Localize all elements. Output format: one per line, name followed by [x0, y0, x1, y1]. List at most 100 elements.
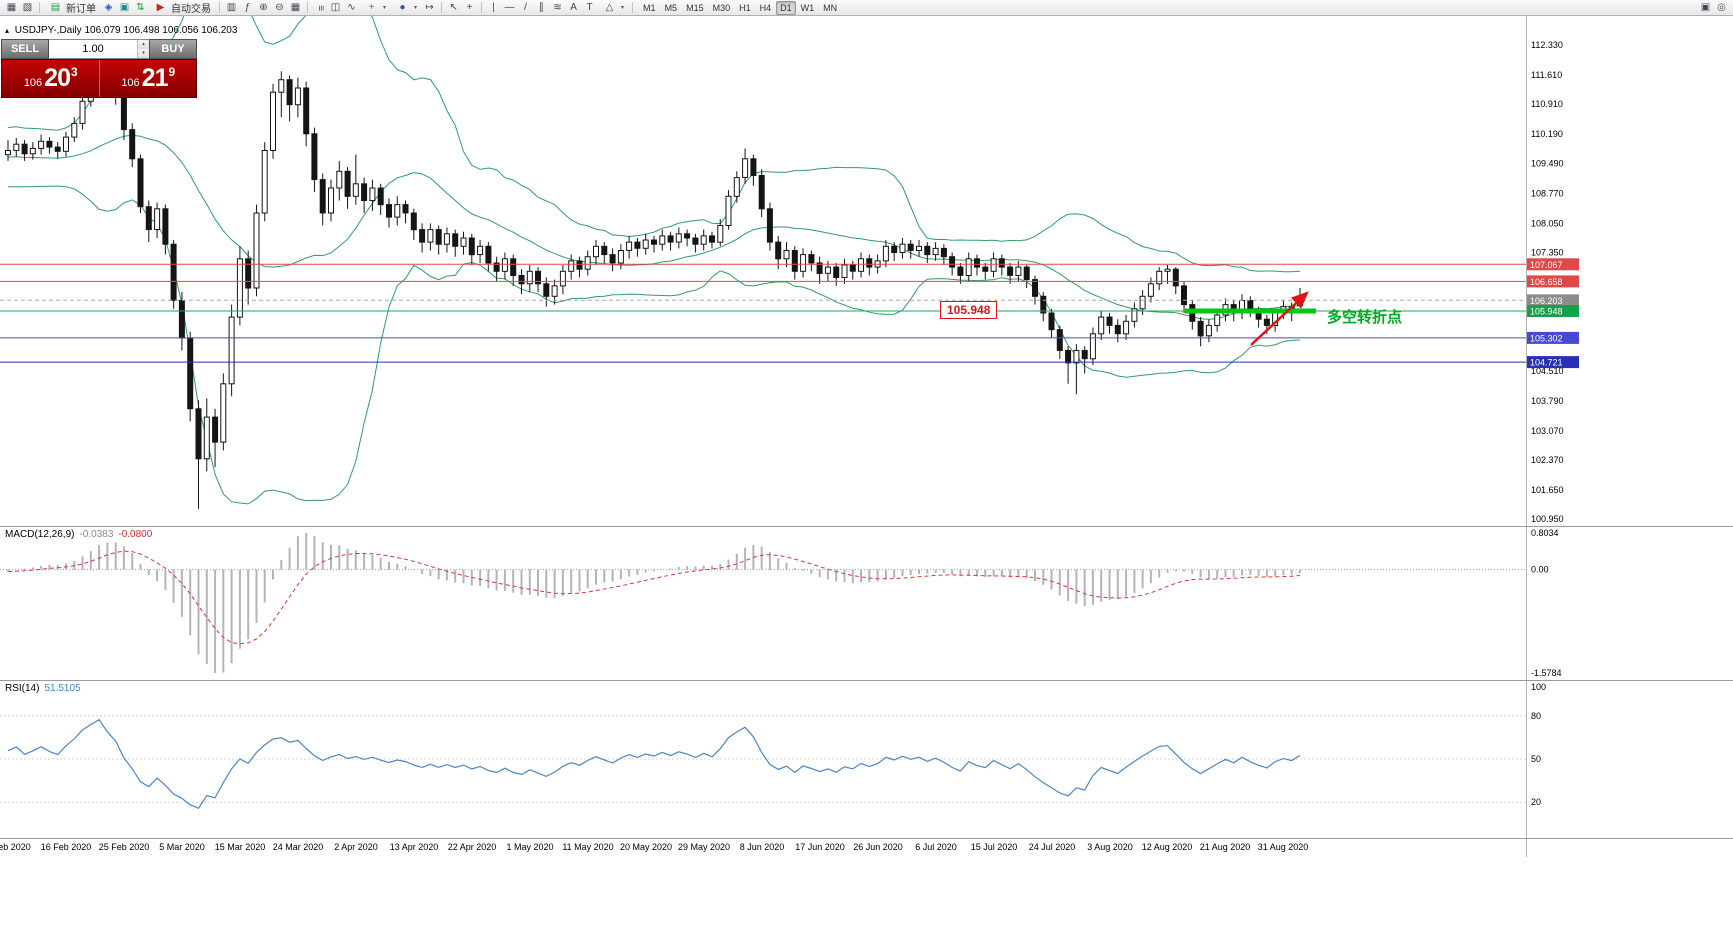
date-label: 17 Jun 2020 [795, 842, 845, 852]
price-tick: 109.490 [1531, 158, 1564, 168]
candlestick-type-icon[interactable]: ◫ [330, 1, 341, 13]
date-label: 29 May 2020 [677, 842, 731, 852]
panel-separator[interactable] [0, 526, 1733, 527]
rsi-name: RSI(14) [5, 683, 40, 694]
turning-point-annotation[interactable]: 多空转折点 [1327, 309, 1403, 326]
rsi-line [7, 718, 1301, 809]
refresh-icon[interactable]: ⇅ [136, 1, 145, 13]
print-icon[interactable]: ▣ [1700, 1, 1711, 13]
timeframe-button-W1[interactable]: W1 [800, 2, 815, 13]
toolbar-separator [219, 2, 220, 13]
chart-ohlc-values: 106.079 106.498 106.056 106.203 [84, 25, 238, 36]
date-label: 26 Jun 2020 [853, 842, 903, 852]
price-tag-label: 106.203 [1530, 296, 1563, 306]
data-window-icon[interactable]: ▥ [226, 1, 237, 13]
price-tick: 112.330 [1531, 40, 1563, 50]
macd-panel-canvas[interactable]: 0.8034 0.00 -1.5784 [0, 527, 1733, 679]
date-label: 15 Jul 2020 [970, 842, 1018, 852]
zoom-in-icon[interactable]: ⊕ [259, 1, 268, 13]
chart-window[interactable]: 112.330 111.610 110.910 110.190 109.490 108.7… [0, 16, 1733, 945]
new-order-icon: ▤ [50, 1, 61, 13]
price-tag-label: 107.067 [1530, 260, 1563, 270]
rsi-value: 51.5105 [44, 683, 81, 694]
timeframe-button-H4[interactable]: H4 [759, 2, 772, 13]
stepper-down-icon[interactable]: ▾ [138, 49, 149, 58]
text-tool-icon[interactable]: A [570, 1, 577, 13]
sell-price-button[interactable]: 106 20 3 [2, 60, 99, 97]
search-icon[interactable]: ◎ [1717, 1, 1726, 13]
price-tick: 108.050 [1531, 218, 1564, 228]
price-callout-label[interactable]: 105.948 [940, 301, 998, 319]
vertical-line-tool-icon[interactable]: | [492, 1, 495, 13]
timeframe-button-M1[interactable]: M1 [643, 2, 656, 13]
panel-separator[interactable] [0, 838, 1733, 839]
price-tag [1527, 356, 1579, 369]
volume-input[interactable]: 1.00 ▴ ▾ [49, 39, 149, 59]
volume-stepper[interactable]: ▴ ▾ [137, 40, 149, 58]
chart-symbol-period: USDJPY-,Daily [14, 25, 82, 36]
tile-windows-icon[interactable]: ▦ [290, 1, 301, 13]
navigator-icon[interactable]: ◈ [104, 1, 113, 13]
cursor-tool-icon[interactable]: ↖ [449, 1, 458, 13]
price-tag [1527, 294, 1579, 307]
macd-histogram [7, 533, 1301, 673]
trendline-tool-icon[interactable]: / [524, 1, 527, 13]
date-label: 25 Feb 2020 [98, 842, 150, 852]
date-label: 12 Aug 2020 [1141, 842, 1193, 852]
volume-value[interactable]: 1.00 [82, 43, 104, 55]
indicator-list-icon[interactable]: ƒ [244, 1, 251, 13]
sell-button[interactable]: SELL [1, 39, 49, 59]
zoom-out-icon[interactable]: ⊖ [275, 1, 284, 13]
date-label: 6 Jul 2020 [915, 842, 957, 852]
new-order-button[interactable]: ▤ 新订单 [44, 1, 100, 15]
terminal-icon[interactable]: ▣ [119, 1, 130, 13]
date-axis[interactable]: 5 Feb 2020 16 Feb 2020 25 Feb 2020 5 Mar 20… [0, 839, 1733, 859]
chevron-down-icon: ▾ [383, 5, 387, 11]
add-indicator-button[interactable]: + ▾ [360, 1, 390, 14]
price-tag-label: 105.948 [1530, 307, 1563, 317]
stepper-up-icon[interactable]: ▴ [138, 40, 149, 49]
chart-shift-icon[interactable]: ↦ [425, 1, 434, 13]
macd-signal-line [7, 550, 1301, 645]
date-label: 20 May 2020 [619, 842, 673, 852]
toolbar-separator [632, 2, 634, 13]
horizontal-line-tool-icon[interactable]: — [504, 1, 515, 13]
candlesticks [5, 58, 1303, 509]
buy-button[interactable]: BUY [149, 39, 197, 59]
profiles-icon[interactable]: ▧ [22, 1, 33, 13]
crosshair-tool-icon[interactable]: + [466, 1, 473, 13]
autotrading-button[interactable]: ▶ 自动交易 [149, 1, 215, 15]
main-chart-canvas[interactable]: 112.330 111.610 110.910 110.190 109.490 108.7… [0, 16, 1733, 525]
support-highlight-segment[interactable] [1185, 308, 1316, 314]
one-click-toggle-icon[interactable]: ▴ [5, 26, 10, 35]
timeframe-button-H1[interactable]: H1 [739, 2, 751, 13]
rsi-tick: 100 [1531, 682, 1546, 692]
line-chart-type-icon[interactable]: ∿ [347, 1, 356, 13]
label-tool-icon[interactable]: T [586, 1, 593, 13]
shapes-tool-button[interactable]: △ ▾ [598, 1, 628, 14]
date-label: 5 Mar 2020 [159, 842, 205, 852]
trend-arrow[interactable] [1250, 291, 1309, 346]
price-tick: 108.770 [1531, 188, 1564, 198]
sell-price-big: 20 [44, 64, 71, 92]
toolbar-separator [441, 2, 443, 13]
date-label: 3 Aug 2020 [1087, 842, 1133, 852]
date-label: 13 Apr 2020 [389, 842, 439, 852]
buy-price-sup: 9 [168, 64, 176, 79]
fibonacci-tool-icon[interactable]: ≋ [553, 1, 562, 13]
chart-window-icon[interactable]: ▦ [6, 1, 17, 13]
buy-price-button[interactable]: 106 21 9 [100, 60, 197, 97]
timeframe-button-MN[interactable]: MN [823, 2, 838, 13]
panel-separator[interactable] [0, 680, 1733, 681]
timeframe-button-M30[interactable]: M30 [712, 2, 731, 13]
rsi-panel-canvas[interactable]: 100 80 50 20 [0, 681, 1733, 837]
timeframe-button-D1[interactable]: D1 [776, 0, 796, 15]
price-tag [1527, 258, 1579, 271]
timeframe-button-M5[interactable]: M5 [664, 2, 678, 13]
timeframe-button-M15[interactable]: M15 [686, 2, 704, 13]
macd-main-value: -0.0383 [79, 529, 114, 540]
toolbar-separator [307, 2, 308, 13]
channel-tool-icon[interactable]: ∥ [539, 1, 545, 13]
objects-button[interactable]: ● ▾ [391, 1, 421, 14]
bar-chart-type-icon[interactable]: ≡ [314, 4, 326, 11]
